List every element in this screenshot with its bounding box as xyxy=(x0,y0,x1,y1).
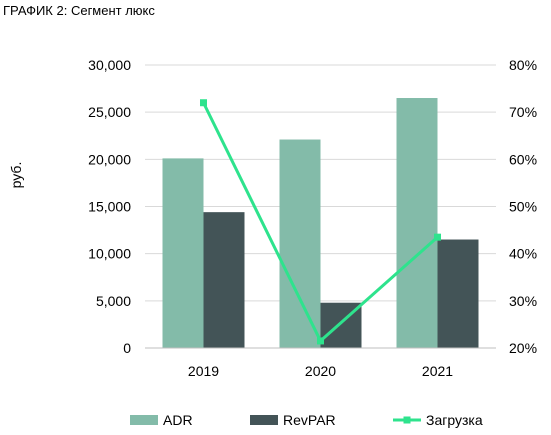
bar-adr-2021 xyxy=(396,98,438,349)
chart-title: ГРАФИК 2: Сегмент люкс xyxy=(3,3,155,18)
bar-adr-2020 xyxy=(279,139,321,348)
y-right-tick-label: 60% xyxy=(509,151,537,167)
y-right-tick-label: 30% xyxy=(509,293,537,309)
x-tick-label: 2020 xyxy=(305,363,336,379)
line-point xyxy=(200,99,207,107)
bars xyxy=(162,98,479,349)
y-left-tick-label: 0 xyxy=(123,340,131,356)
y-left-tick-label: 5,000 xyxy=(96,293,131,309)
y-right-tick-label: 50% xyxy=(509,199,537,215)
y-left-tick-label: 25,000 xyxy=(88,104,131,120)
x-tick-label: 2019 xyxy=(188,363,219,379)
legend-label: Загрузка xyxy=(426,412,483,428)
bar-revpar-2021 xyxy=(437,239,479,348)
y-left-tick-label: 15,000 xyxy=(88,199,131,215)
y-left-tick-label: 30,000 xyxy=(88,57,131,73)
y-right-tick-label: 70% xyxy=(509,104,537,120)
legend-swatch-marker xyxy=(403,416,411,424)
legend-swatch-revpar xyxy=(250,415,278,425)
x-tick-label: 2021 xyxy=(422,363,453,379)
axes: 0 5,000 10,000 15,000 20,000 25,000 30,000 20% 3… xyxy=(8,57,537,379)
line-series xyxy=(200,99,441,345)
y-left-tick-label: 10,000 xyxy=(88,246,131,262)
legend-label: ADR xyxy=(163,412,193,428)
y-axis-label: руб. xyxy=(8,162,24,189)
bar-adr-2019 xyxy=(162,158,204,348)
line-point xyxy=(317,337,324,345)
y-right-tick-label: 20% xyxy=(509,340,537,356)
y-left-tick-label: 20,000 xyxy=(88,151,131,167)
y-right-tick-label: 40% xyxy=(509,246,537,262)
legend: ADR RevPAR Загрузка xyxy=(130,412,483,428)
bar-revpar-2019 xyxy=(203,212,245,348)
y-right-tick-label: 80% xyxy=(509,57,537,73)
line-point xyxy=(434,233,441,241)
legend-swatch-adr xyxy=(130,415,158,425)
legend-label: RevPAR xyxy=(283,412,336,428)
